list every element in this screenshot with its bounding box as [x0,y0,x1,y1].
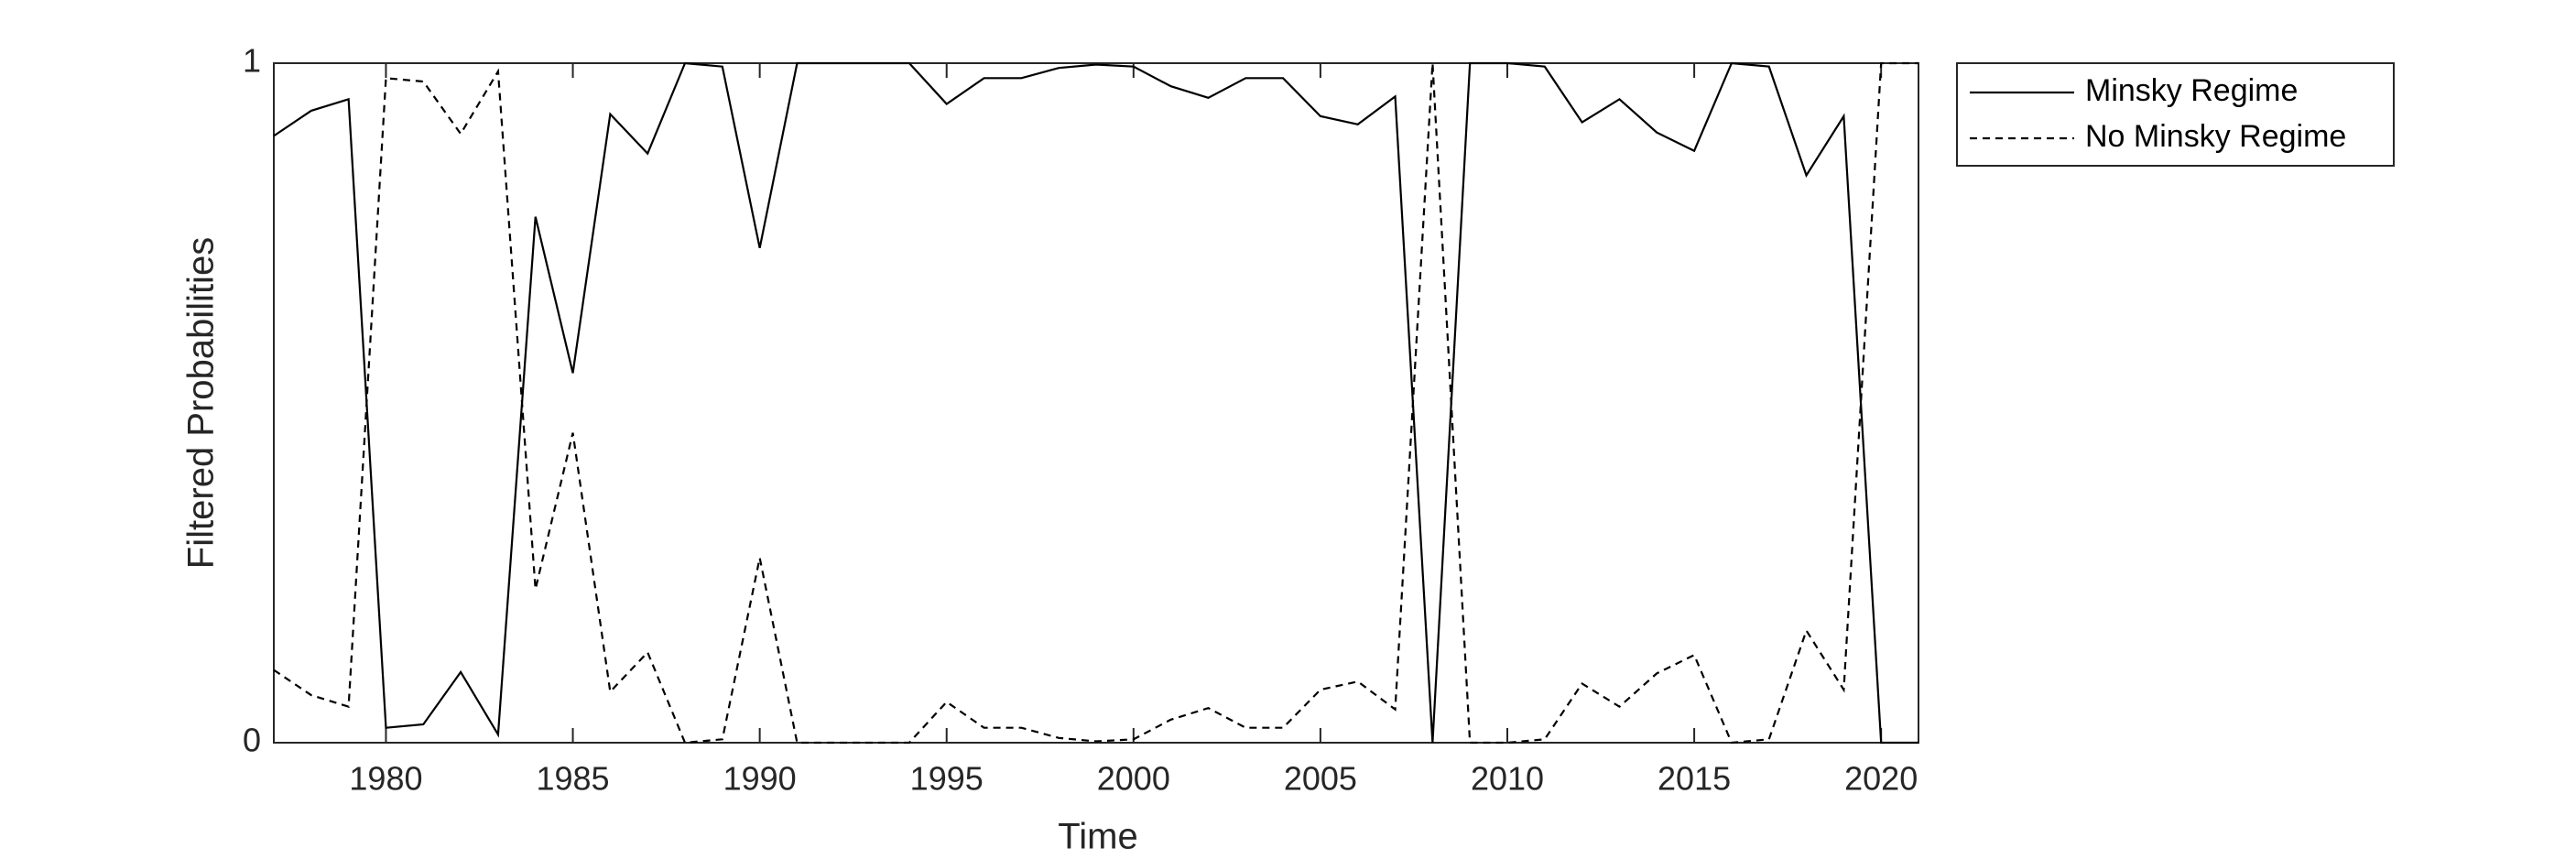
legend-box [1956,62,2395,167]
y-tick-label: 1 [243,42,261,80]
legend-label: No Minsky Regime [2085,119,2346,154]
y-axis-label: Filtered Probabilities [181,237,222,569]
x-tick-label: 1990 [723,760,797,798]
x-tick-label: 1995 [910,760,984,798]
y-tick-label: 0 [243,722,261,759]
plot-frame [273,62,1919,744]
x-axis-label: Time [1058,817,1137,857]
legend-label: Minsky Regime [2085,73,2298,108]
x-tick-label: 1985 [536,760,609,798]
x-tick-label: 2015 [1658,760,1731,798]
series-line [273,61,1918,745]
x-tick-label: 1980 [349,760,422,798]
x-tick-label: 2005 [1284,760,1357,798]
x-tick-label: 2010 [1471,760,1544,798]
x-tick-label: 2000 [1097,760,1170,798]
x-tick-label: 2020 [1844,760,1918,798]
series-line [273,61,1918,745]
